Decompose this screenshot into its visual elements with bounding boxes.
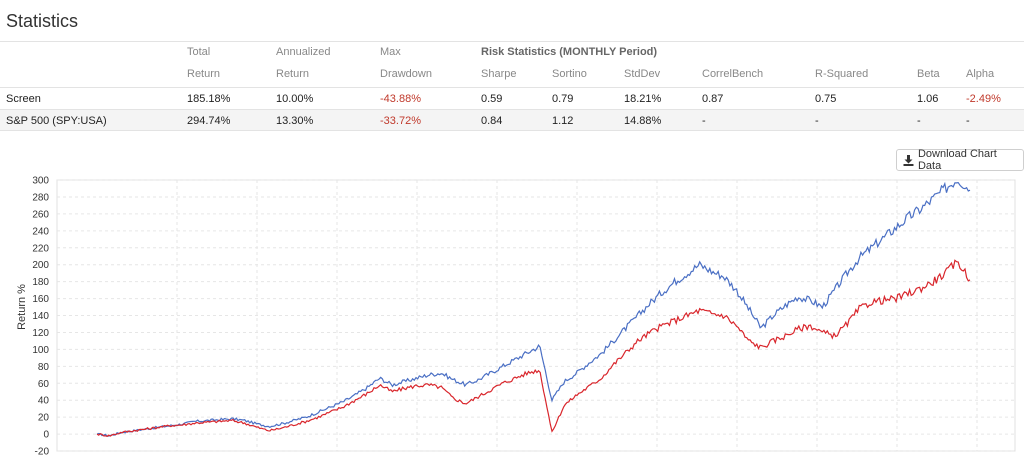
chart-grid: [56, 179, 1016, 452]
row-max-drawdown: -43.88%: [380, 93, 421, 105]
row-annualized-return: 10.00%: [276, 93, 314, 105]
header-correlbench: CorrelBench: [702, 68, 764, 80]
row-sharpe: 0.59: [481, 93, 503, 105]
table-header-row-1: Total Annualized Max Risk Statistics (MO…: [0, 46, 1024, 66]
y-tick-label: 80: [38, 362, 50, 373]
row-alpha: -: [966, 115, 970, 127]
row-correlbench: 0.87: [702, 93, 724, 105]
y-tick-label: 240: [32, 226, 49, 237]
row-sharpe: 0.84: [481, 115, 503, 127]
y-tick-label: 120: [32, 328, 49, 339]
table-row: S&P 500 (SPY:USA) 294.74% 13.30% -33.72%…: [0, 109, 1024, 131]
y-tick-label: 300: [32, 176, 49, 187]
y-tick-label: 60: [38, 379, 50, 390]
row-beta: -: [917, 115, 921, 127]
y-tick-label: 160: [32, 294, 49, 305]
header-total-bottom: Return: [187, 68, 221, 80]
y-tick-label: 100: [32, 345, 49, 356]
row-beta: 1.06: [917, 93, 939, 105]
header-stddev: StdDev: [624, 68, 661, 80]
row-stddev: 14.88%: [624, 115, 662, 127]
header-total-top: Total: [187, 46, 211, 58]
table-header-row-2: Return Return Drawdown Sharpe Sortino St…: [0, 68, 1024, 88]
y-tick-label: 260: [32, 209, 49, 220]
header-alpha: Alpha: [966, 68, 995, 80]
row-correlbench: -: [702, 115, 706, 127]
y-tick-label: 140: [32, 311, 49, 322]
row-rsquared: 0.75: [815, 93, 837, 105]
y-tick-label: 280: [32, 192, 49, 203]
row-total-return: 185.18%: [187, 93, 231, 105]
y-tick-label: 220: [32, 243, 49, 254]
statistics-header: Statistics: [0, 0, 1024, 42]
y-axis-label: Return %: [16, 284, 28, 330]
y-tick-label: 0: [43, 430, 49, 441]
returns-chart-svg: -20 0 20 40 60 80 100 120 140 160 180 200 220 240 260 2…: [16, 176, 1016, 458]
series-line: [96, 259, 971, 437]
y-axis-ticks: -20 0 20 40 60 80 100 120 140 160 180 200 220 240 260 2…: [32, 176, 49, 458]
table-row: Screen 185.18% 10.00% -43.88% 0.59 0.79 …: [0, 87, 1024, 109]
y-tick-label: -20: [35, 447, 50, 458]
row-name: Screen: [6, 93, 41, 105]
y-tick-label: 180: [32, 277, 49, 288]
header-sortino: Sortino: [552, 68, 587, 80]
y-tick-label: 40: [38, 396, 50, 407]
header-annualized-top: Annualized: [276, 46, 331, 58]
row-annualized-return: 13.30%: [276, 115, 314, 127]
download-icon: [903, 154, 914, 166]
row-name: S&P 500 (SPY:USA): [6, 115, 107, 127]
header-risk-statistics: Risk Statistics (MONTHLY Period): [481, 46, 658, 58]
row-stddev: 18.21%: [624, 93, 662, 105]
row-alpha: -2.49%: [966, 93, 1001, 105]
header-rsquared: R-Squared: [815, 68, 869, 80]
header-sharpe: Sharpe: [481, 68, 517, 80]
chart-series: [96, 181, 971, 437]
header-maxdd-bottom: Drawdown: [380, 68, 432, 80]
row-sortino: 0.79: [552, 93, 574, 105]
returns-chart: -20 0 20 40 60 80 100 120 140 160 180 200 220 240 260 2…: [0, 172, 1024, 462]
header-annualized-bottom: Return: [276, 68, 310, 80]
row-rsquared: -: [815, 115, 819, 127]
y-tick-label: 20: [38, 413, 50, 424]
page-title: Statistics: [6, 11, 79, 31]
row-total-return: 294.74%: [187, 115, 231, 127]
series-line: [96, 181, 971, 437]
y-tick-label: 200: [32, 260, 49, 271]
row-max-drawdown: -33.72%: [380, 115, 421, 127]
header-beta: Beta: [917, 68, 940, 80]
download-button-label: Download Chart Data: [917, 148, 997, 172]
download-chart-data-button[interactable]: Download Chart Data: [896, 148, 1024, 172]
header-maxdd-top: Max: [380, 46, 401, 58]
row-sortino: 1.12: [552, 115, 574, 127]
